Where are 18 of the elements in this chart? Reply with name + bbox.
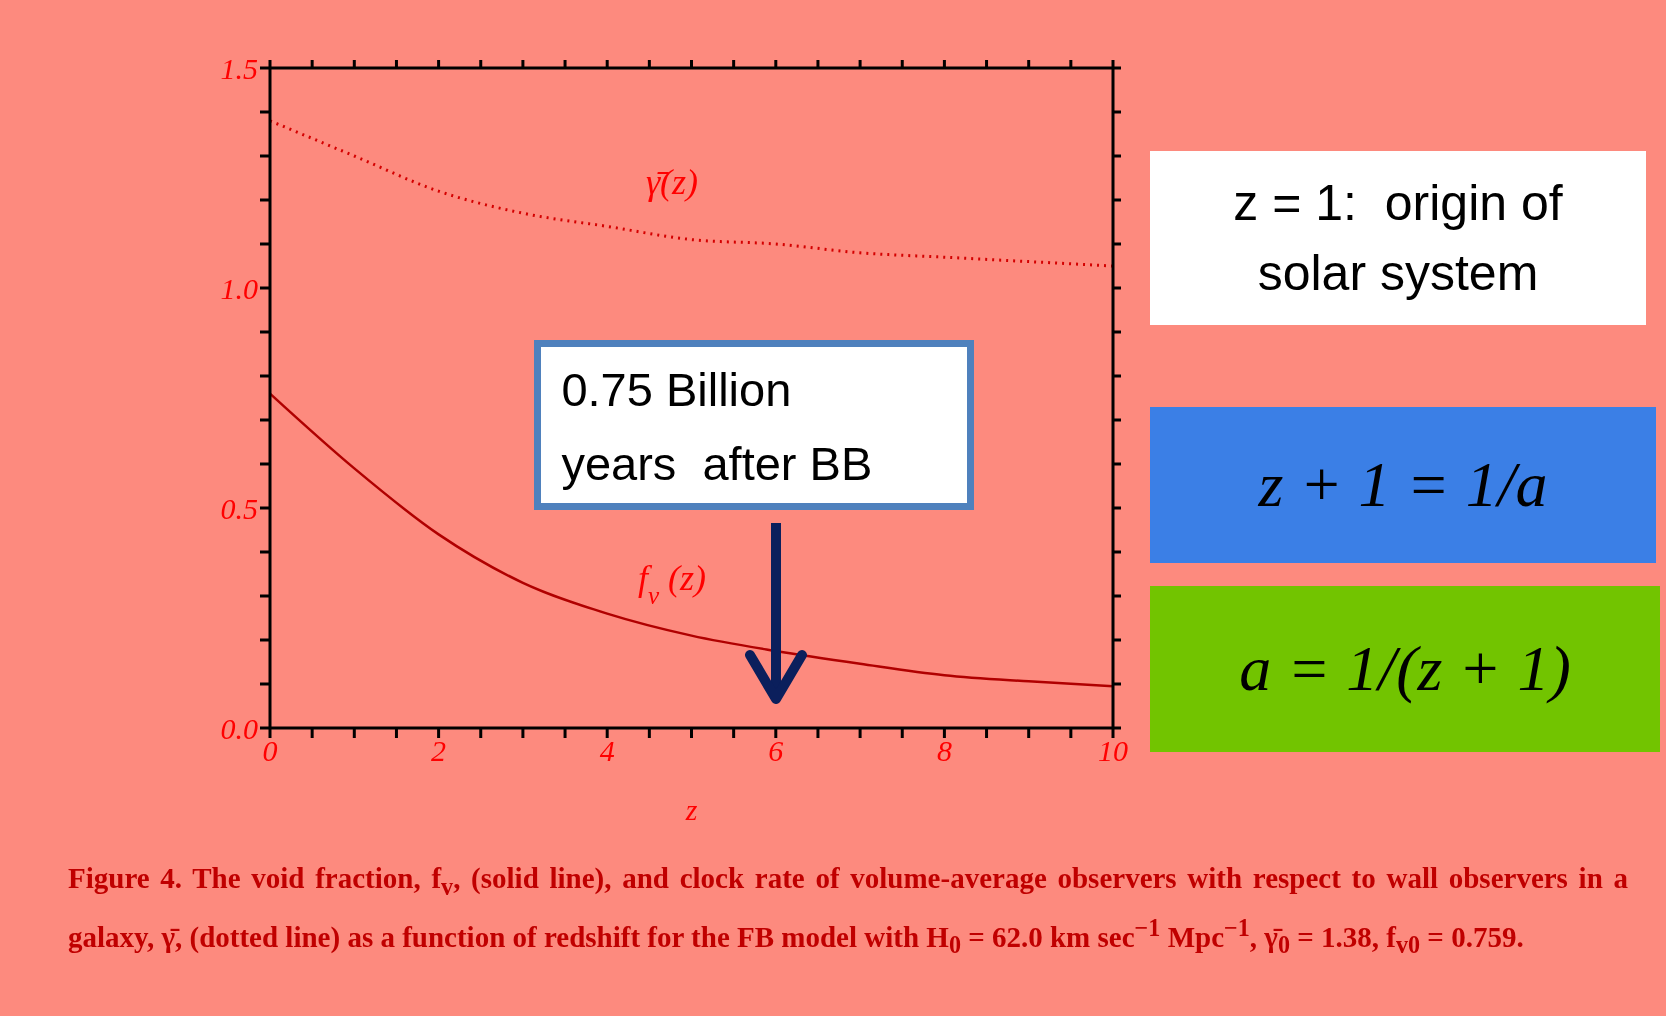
y-tick-label: 0.5 [220,491,258,525]
annotation: 0.75 Billion years after BB [534,339,975,510]
text: a = 1/(z + 1) [1150,586,1660,752]
x-tick-label: 10 [1098,734,1128,768]
x-tick-label: 4 [599,734,615,768]
x-tick-label: 8 [936,734,952,768]
x-axis-title: z [684,793,698,826]
y-tick-label: 1.5 [220,51,258,85]
x-tick-label: 0 [262,734,278,768]
series-label: f$_{v}$(z) [637,558,707,609]
text: Figure 4. The void fraction, f$_{v}$, (solid line), and clock rate of volume-average observers with respect to wall observers in a galaxy, γ̄, (dotted line) as a function of redshift for the FB model with H$_{0}$ = 62.0 km sec$^{−1}$ Mpc$^{−1}$, γ̄$_{0}$ = 1.38, f$_{v0}$ = 0.759. [68,862,1629,959]
y-tick-label: 0.0 [220,711,258,745]
text: z = 1: origin of solar system [1150,151,1646,325]
text: z + 1 = 1/a [1150,407,1656,563]
y-tick-label: 1.0 [220,271,258,305]
x-tick-label: 2 [431,734,447,768]
series-label: γ̄(z) [645,161,699,202]
x-tick-label: 6 [768,734,784,768]
